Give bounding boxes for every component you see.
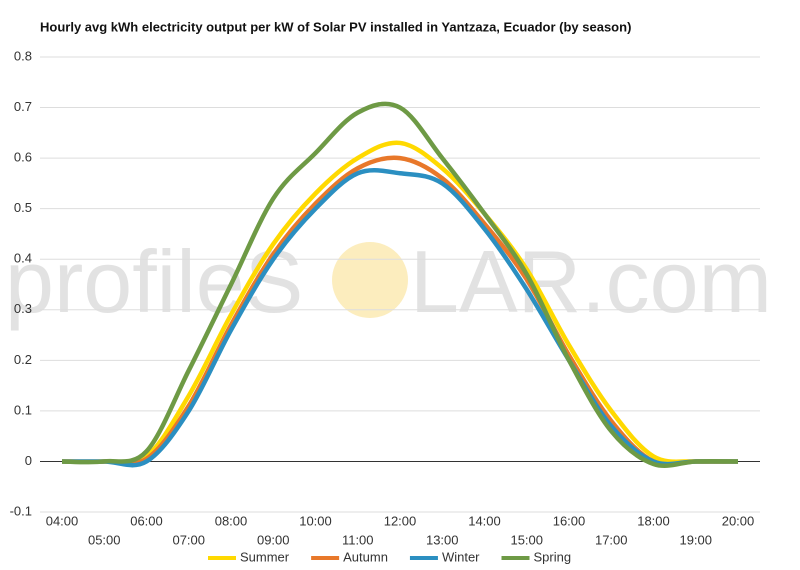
series-line	[61, 140, 739, 465]
y-tick-label: 0.4	[14, 251, 32, 266]
y-tick-label: 0.7	[14, 99, 32, 114]
series-line	[61, 155, 738, 467]
x-tick-label: 16:00	[553, 513, 586, 528]
x-tick-label: 10:00	[299, 513, 332, 528]
y-tick-label: 0.1	[14, 402, 32, 417]
chart-title: Hourly avg kWh electricity output per kW…	[40, 19, 631, 34]
legend-label: Summer	[240, 549, 290, 564]
x-tick-label: 13:00	[426, 532, 459, 547]
y-tick-label: 0	[25, 453, 32, 468]
watermark: LAR.com	[410, 232, 772, 331]
legend-label: Winter	[442, 549, 480, 564]
y-tick-label: 0.8	[14, 48, 32, 63]
x-tick-label: 09:00	[257, 532, 290, 547]
watermark-sun	[332, 242, 408, 318]
x-tick-label: 14:00	[468, 513, 501, 528]
x-tick-label: 05:00	[88, 532, 121, 547]
series-line	[62, 167, 738, 468]
x-tick-label: 04:00	[46, 513, 79, 528]
legend-label: Spring	[534, 549, 572, 564]
x-tick-label: 17:00	[595, 532, 628, 547]
y-tick-label: 0.2	[14, 352, 32, 367]
x-tick-label: 08:00	[215, 513, 248, 528]
y-tick-label: 0.5	[14, 200, 32, 215]
x-tick-label: 15:00	[510, 532, 543, 547]
series-line	[61, 101, 739, 469]
x-tick-label: 11:00	[342, 532, 374, 547]
x-tick-label: 20:00	[722, 513, 755, 528]
x-tick-label: 18:00	[637, 513, 670, 528]
legend-label: Autumn	[343, 549, 388, 564]
y-tick-label: -0.1	[10, 503, 32, 518]
x-tick-label: 19:00	[679, 532, 712, 547]
y-tick-label: 0.3	[14, 301, 32, 316]
x-tick-label: 12:00	[384, 513, 417, 528]
x-tick-label: 07:00	[172, 532, 205, 547]
x-tick-label: 06:00	[130, 513, 163, 528]
y-tick-label: 0.6	[14, 150, 32, 165]
